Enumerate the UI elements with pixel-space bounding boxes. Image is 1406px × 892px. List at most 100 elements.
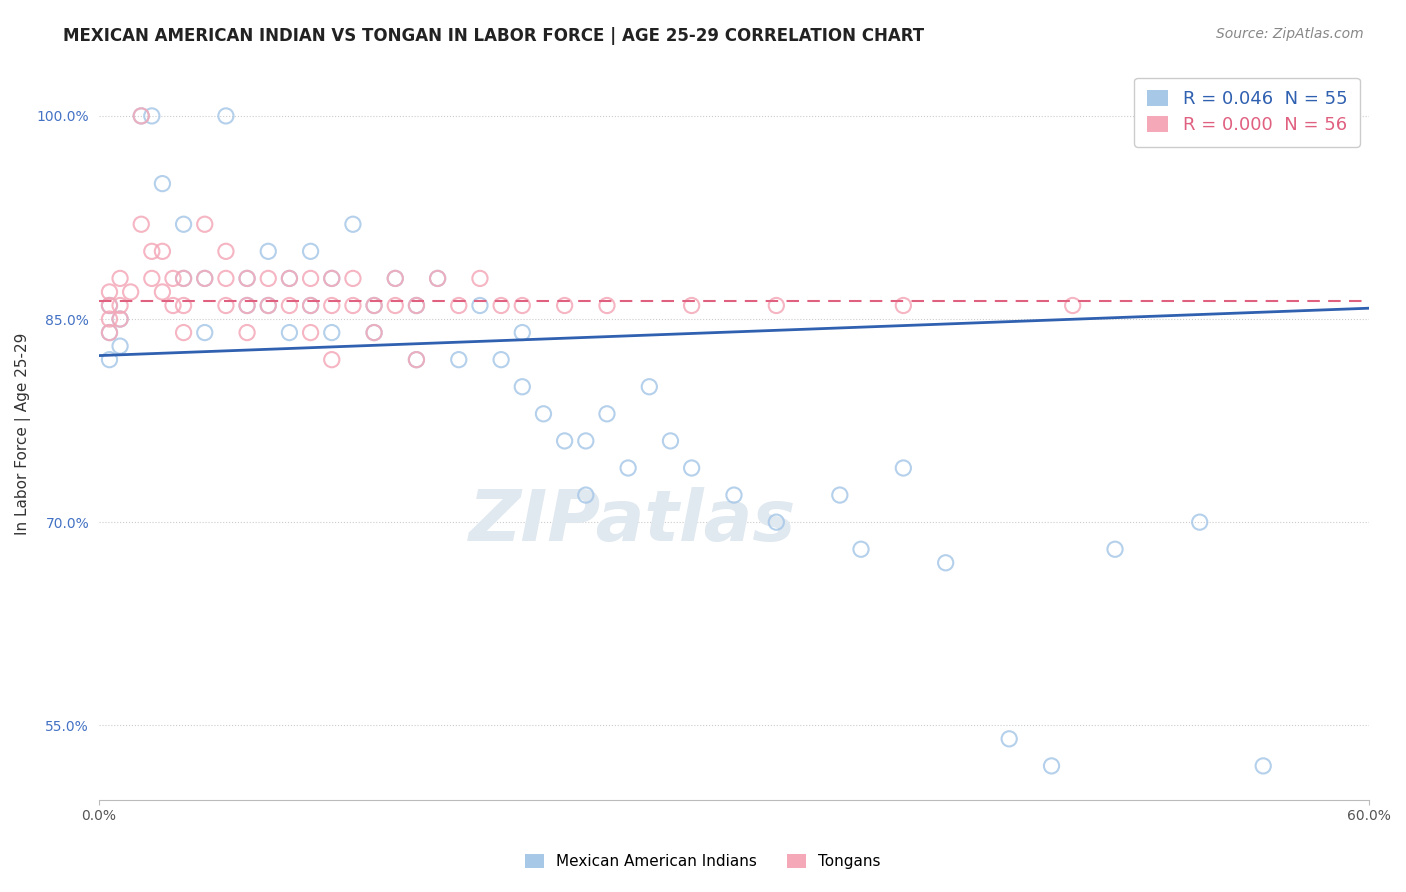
- Point: [98, 298, 121, 312]
- Point: [681, 298, 703, 312]
- Point: [194, 217, 217, 231]
- Point: [173, 298, 195, 312]
- Point: [638, 380, 661, 394]
- Point: [554, 298, 576, 312]
- Point: [108, 298, 131, 312]
- Point: [215, 298, 238, 312]
- Point: [278, 271, 301, 285]
- Point: [162, 271, 184, 285]
- Point: [575, 434, 598, 448]
- Point: [215, 244, 238, 259]
- Point: [257, 244, 280, 259]
- Point: [575, 488, 598, 502]
- Point: [468, 298, 491, 312]
- Point: [215, 271, 238, 285]
- Point: [765, 298, 787, 312]
- Point: [1062, 298, 1084, 312]
- Point: [257, 271, 280, 285]
- Point: [299, 244, 322, 259]
- Point: [384, 298, 406, 312]
- Point: [236, 298, 259, 312]
- Point: [723, 488, 745, 502]
- Point: [468, 271, 491, 285]
- Point: [98, 312, 121, 326]
- Point: [405, 298, 427, 312]
- Point: [278, 271, 301, 285]
- Point: [447, 352, 470, 367]
- Point: [363, 298, 385, 312]
- Point: [98, 285, 121, 299]
- Point: [489, 352, 512, 367]
- Point: [278, 298, 301, 312]
- Point: [162, 298, 184, 312]
- Point: [236, 271, 259, 285]
- Point: [405, 352, 427, 367]
- Point: [426, 271, 449, 285]
- Point: [129, 217, 152, 231]
- Point: [299, 271, 322, 285]
- Point: [510, 380, 533, 394]
- Point: [108, 312, 131, 326]
- Point: [173, 217, 195, 231]
- Point: [342, 217, 364, 231]
- Point: [215, 109, 238, 123]
- Point: [173, 326, 195, 340]
- Point: [98, 326, 121, 340]
- Point: [98, 326, 121, 340]
- Point: [998, 731, 1021, 746]
- Point: [152, 244, 174, 259]
- Point: [141, 109, 163, 123]
- Point: [891, 298, 914, 312]
- Point: [194, 271, 217, 285]
- Point: [236, 298, 259, 312]
- Point: [510, 298, 533, 312]
- Point: [321, 326, 343, 340]
- Text: MEXICAN AMERICAN INDIAN VS TONGAN IN LABOR FORCE | AGE 25-29 CORRELATION CHART: MEXICAN AMERICAN INDIAN VS TONGAN IN LAB…: [63, 27, 924, 45]
- Point: [141, 244, 163, 259]
- Point: [257, 298, 280, 312]
- Point: [321, 271, 343, 285]
- Legend: Mexican American Indians, Tongans: Mexican American Indians, Tongans: [519, 848, 887, 875]
- Text: Source: ZipAtlas.com: Source: ZipAtlas.com: [1216, 27, 1364, 41]
- Point: [236, 271, 259, 285]
- Point: [152, 285, 174, 299]
- Point: [510, 326, 533, 340]
- Point: [554, 434, 576, 448]
- Point: [98, 352, 121, 367]
- Point: [681, 461, 703, 475]
- Point: [828, 488, 851, 502]
- Point: [533, 407, 555, 421]
- Point: [321, 352, 343, 367]
- Point: [447, 298, 470, 312]
- Point: [342, 271, 364, 285]
- Point: [1040, 759, 1063, 773]
- Point: [236, 326, 259, 340]
- Point: [278, 326, 301, 340]
- Point: [891, 461, 914, 475]
- Point: [405, 298, 427, 312]
- Point: [173, 271, 195, 285]
- Text: ZIPatlas: ZIPatlas: [468, 487, 796, 557]
- Point: [129, 109, 152, 123]
- Point: [384, 271, 406, 285]
- Point: [363, 298, 385, 312]
- Point: [1251, 759, 1274, 773]
- Y-axis label: In Labor Force | Age 25-29: In Labor Force | Age 25-29: [15, 333, 31, 535]
- Legend: R = 0.046  N = 55, R = 0.000  N = 56: R = 0.046 N = 55, R = 0.000 N = 56: [1135, 78, 1360, 146]
- Point: [1188, 515, 1211, 529]
- Point: [194, 271, 217, 285]
- Point: [108, 271, 131, 285]
- Point: [489, 298, 512, 312]
- Point: [120, 285, 142, 299]
- Point: [1104, 542, 1126, 557]
- Point: [363, 326, 385, 340]
- Point: [257, 298, 280, 312]
- Point: [384, 271, 406, 285]
- Point: [129, 109, 152, 123]
- Point: [849, 542, 872, 557]
- Point: [765, 515, 787, 529]
- Point: [173, 271, 195, 285]
- Point: [342, 298, 364, 312]
- Point: [426, 271, 449, 285]
- Point: [659, 434, 682, 448]
